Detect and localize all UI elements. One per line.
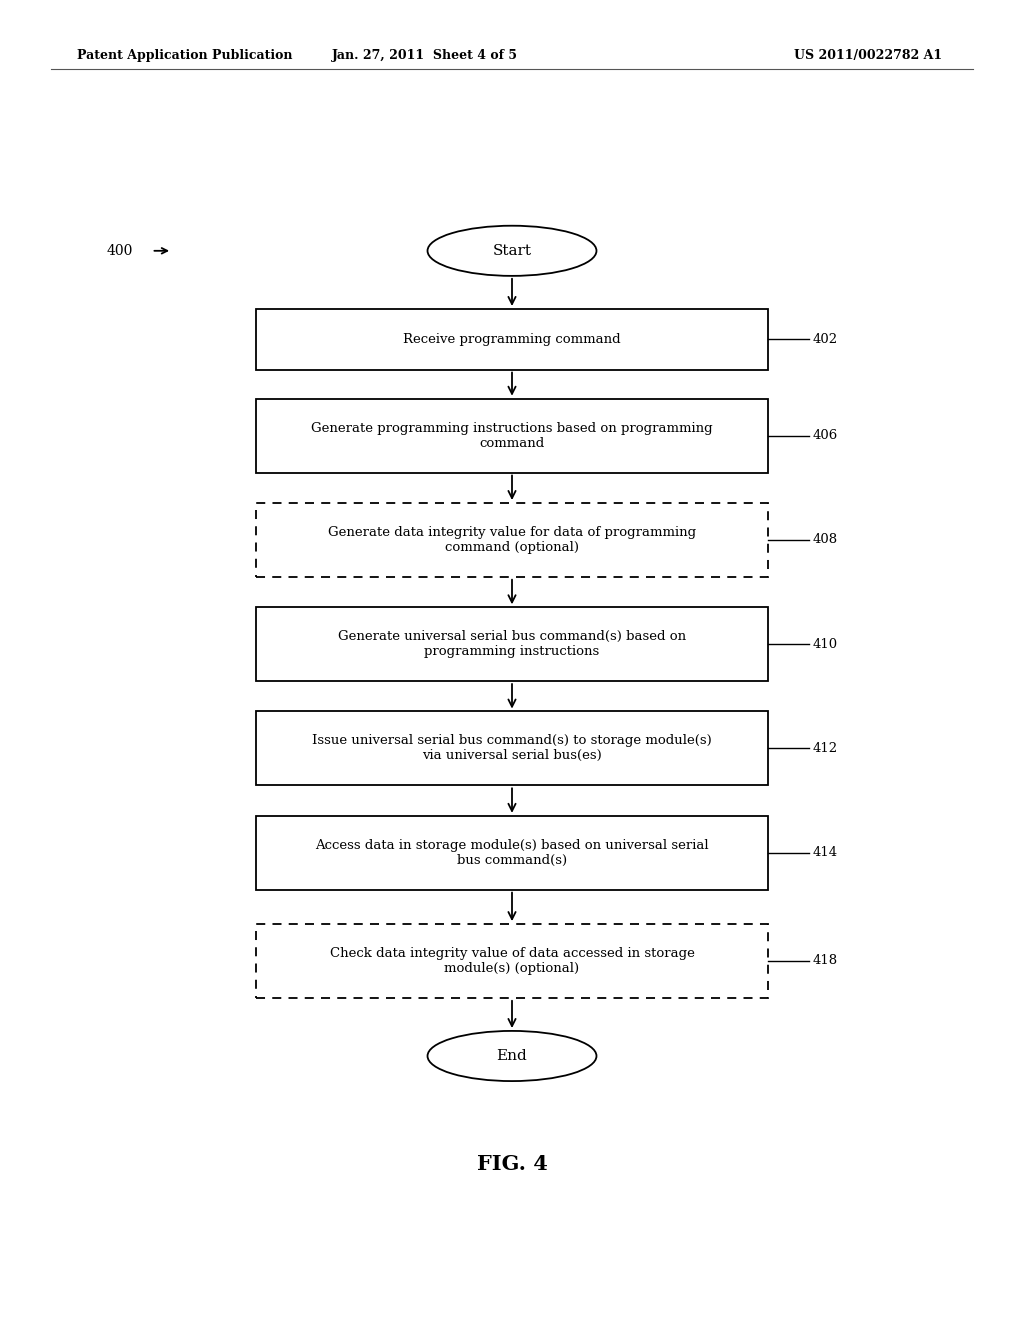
Text: End: End	[497, 1049, 527, 1063]
Ellipse shape	[428, 1031, 596, 1081]
Text: Generate data integrity value for data of programming
command (optional): Generate data integrity value for data o…	[328, 525, 696, 554]
Text: Issue universal serial bus command(s) to storage module(s)
via universal serial : Issue universal serial bus command(s) to…	[312, 734, 712, 763]
Text: Generate universal serial bus command(s) based on
programming instructions: Generate universal serial bus command(s)…	[338, 630, 686, 659]
Text: Patent Application Publication: Patent Application Publication	[77, 49, 292, 62]
Text: Jan. 27, 2011  Sheet 4 of 5: Jan. 27, 2011 Sheet 4 of 5	[332, 49, 518, 62]
Text: 400: 400	[106, 244, 133, 257]
Text: 406: 406	[813, 429, 839, 442]
FancyBboxPatch shape	[256, 924, 768, 998]
Text: Check data integrity value of data accessed in storage
module(s) (optional): Check data integrity value of data acces…	[330, 946, 694, 975]
FancyBboxPatch shape	[256, 309, 768, 370]
Text: Access data in storage module(s) based on universal serial
bus command(s): Access data in storage module(s) based o…	[315, 838, 709, 867]
Text: US 2011/0022782 A1: US 2011/0022782 A1	[794, 49, 942, 62]
Text: Receive programming command: Receive programming command	[403, 333, 621, 346]
Text: 412: 412	[813, 742, 839, 755]
Ellipse shape	[428, 226, 596, 276]
FancyBboxPatch shape	[256, 711, 768, 785]
FancyBboxPatch shape	[256, 607, 768, 681]
Text: 414: 414	[813, 846, 839, 859]
Text: Generate programming instructions based on programming
command: Generate programming instructions based …	[311, 421, 713, 450]
Text: Start: Start	[493, 244, 531, 257]
FancyBboxPatch shape	[256, 399, 768, 473]
Text: FIG. 4: FIG. 4	[476, 1154, 548, 1175]
FancyBboxPatch shape	[256, 503, 768, 577]
Text: 410: 410	[813, 638, 839, 651]
Text: 408: 408	[813, 533, 839, 546]
FancyBboxPatch shape	[256, 816, 768, 890]
Text: 418: 418	[813, 954, 839, 968]
Text: 402: 402	[813, 333, 839, 346]
